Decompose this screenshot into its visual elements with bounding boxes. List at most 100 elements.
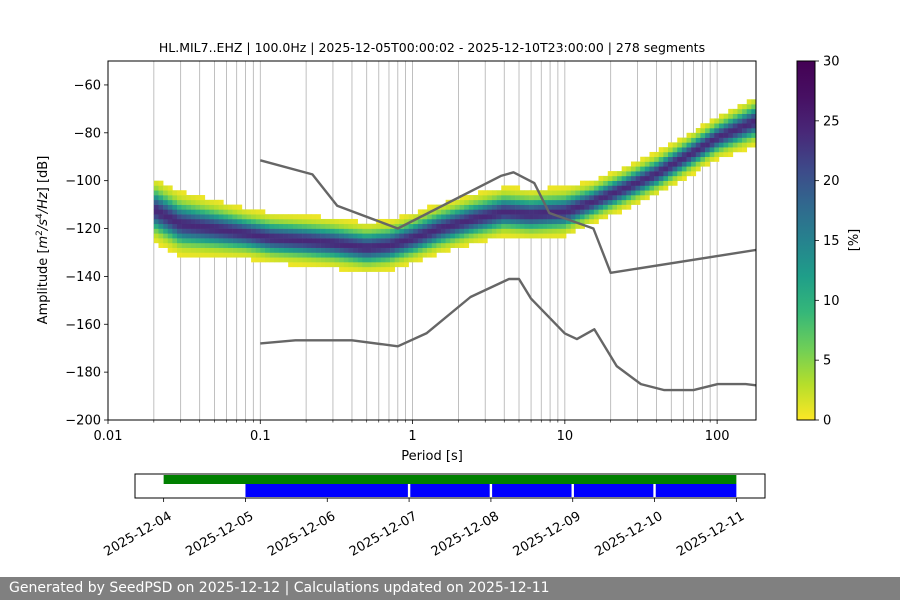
heatmap-cell [640,195,646,201]
heatmap-cell [686,142,692,148]
heatmap-cell [186,199,192,205]
heatmap-cell [343,238,349,244]
heatmap-cell [417,238,423,244]
heatmap-cell [172,195,178,201]
heatmap-cell [311,238,317,244]
heatmap-cell [505,214,511,220]
heatmap-cell [427,223,433,229]
colorbar-axis: 0 5 10 15 20 25 30 [815,55,840,429]
heatmap-cell [635,180,641,186]
heatmap-cell [371,262,377,268]
heatmap-cell [195,204,201,210]
heatmap-cell [612,195,618,201]
heatmap-cell [153,195,159,201]
heatmap-cell [635,161,641,167]
heatmap-cell [172,223,178,229]
heatmap-cell [570,190,576,196]
heatmap-cell [181,204,187,210]
heatmap-cell [297,257,303,263]
heatmap-cell [371,242,377,248]
heatmap-cell [394,228,400,234]
heatmap-cell [302,233,307,239]
heatmap-cell [320,228,326,234]
y-tick-label: −140 [65,270,101,285]
heatmap-cell [251,257,257,263]
heatmap-cell [681,147,687,153]
heatmap-cell [357,238,363,244]
heatmap-cell [538,190,544,196]
heatmap-cell [450,209,456,215]
heatmap-cell [394,223,400,229]
heatmap-cell [177,199,182,205]
heatmap-cell [663,171,669,177]
heatmap-cell [478,199,484,205]
heatmap-cell [640,190,646,196]
heatmap-cell [288,238,294,244]
heatmap-cell [329,242,335,248]
heatmap-cell [431,233,437,239]
heatmap-cell [584,185,590,191]
heatmap-cell [487,199,493,205]
heatmap-cell [640,171,646,177]
heatmap-cell [218,214,224,220]
heatmap-cell [376,262,382,268]
heatmap-cell [297,238,303,244]
heatmap-cell [408,252,414,258]
heatmap-cell [255,252,261,258]
heatmap-cell [575,199,581,205]
heatmap-cell [441,228,446,234]
heatmap-cell [251,238,257,244]
heatmap-cell [232,223,238,229]
heatmap-cell [241,228,247,234]
heatmap-cell [496,204,502,210]
heatmap-cell [468,199,474,205]
heatmap-cell [450,204,456,210]
heatmap-cell [515,195,521,201]
heatmap-cell [200,218,206,225]
heatmap-cell [491,233,497,239]
heatmap-cell [413,238,419,244]
heatmap-cell [251,223,257,229]
heatmap-cell [403,228,409,234]
heatmap-cell [593,209,599,215]
heatmap-cell [172,233,178,239]
heatmap-cell [533,209,539,215]
heatmap-cell [200,252,206,258]
heatmap-cell [718,142,724,148]
heatmap-cell [640,185,646,191]
heatmap-cell [459,195,465,201]
heatmap-cell [579,214,585,220]
heatmap-cell [237,223,243,229]
timeline-tick-label: 2025-12-06 [265,509,338,560]
heatmap-cell [589,204,595,210]
heatmap-cell [181,228,187,234]
heatmap-cell [283,233,289,239]
heatmap-cell [167,199,173,205]
heatmap-cell [436,223,442,229]
heatmap-cell [292,252,298,258]
heatmap-cell [570,195,576,201]
heatmap-cell [519,223,525,229]
heatmap-cell [325,238,331,244]
heatmap-cell [686,137,692,143]
heatmap-cell [547,214,553,220]
heatmap-cell [181,209,187,215]
heatmap-cell [436,228,442,234]
heatmap-cell [468,233,474,239]
heatmap-cell [357,257,363,263]
heatmap-cell [529,204,534,210]
heatmap-cell [575,204,581,210]
heatmap-cell [422,233,428,239]
heatmap-cell [255,238,261,244]
heatmap-cell [431,209,437,215]
heatmap-cell [742,142,748,148]
heatmap-cell [190,199,196,205]
heatmap-cell [626,180,632,186]
y-tick-label: −160 [65,318,101,333]
heatmap-cell [723,137,729,143]
heatmap-cell [635,171,641,177]
heatmap-cell [607,199,613,205]
heatmap-cell [751,104,756,110]
heatmap-cell [190,238,196,244]
heatmap-cell [584,190,590,196]
